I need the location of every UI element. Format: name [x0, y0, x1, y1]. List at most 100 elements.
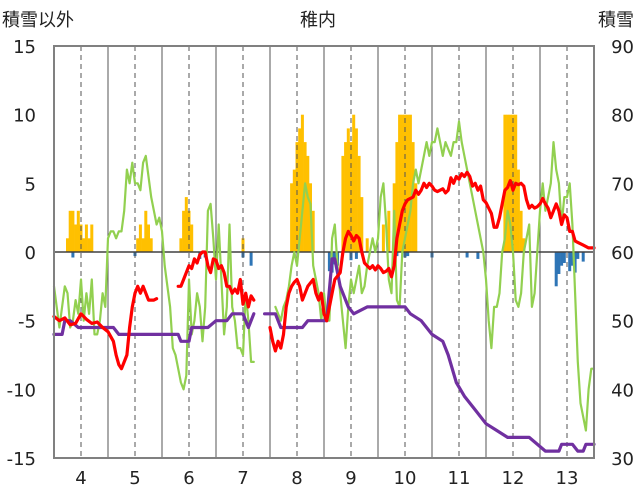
snow-depth-line	[263, 257, 596, 453]
x-tick-label: 12	[502, 468, 525, 489]
x-tick-label: 8	[291, 468, 302, 489]
snowfall-bar	[87, 238, 91, 252]
snowfall-bar	[357, 155, 361, 252]
snowfall-bar	[190, 224, 194, 252]
snowfall-bar	[90, 224, 94, 252]
snowfall-bar	[292, 169, 296, 252]
snowfall-bar	[354, 128, 358, 252]
left-tick-label: 5	[25, 174, 36, 195]
snowfall-bar	[144, 210, 148, 252]
left-tick-label: -5	[18, 312, 36, 333]
x-tick-label: 4	[75, 468, 86, 489]
snowfall-bar	[138, 224, 142, 252]
precip-bar	[557, 252, 561, 274]
right-tick-label: 40	[611, 380, 634, 401]
temperature-line	[268, 170, 596, 353]
left-tick-label: 15	[13, 37, 36, 58]
snowfall-bar	[365, 238, 369, 252]
temperature-line	[176, 250, 256, 309]
snowfall-bar	[71, 210, 75, 252]
left-axis-tick-labels: 15 10 5 0 -5 -10 -15	[7, 37, 36, 470]
right-tick-label: 60	[611, 243, 634, 264]
precip-bar	[327, 252, 331, 272]
precip-bar	[249, 252, 253, 266]
snowfall-bar	[84, 224, 88, 252]
right-axis-tick-labels: 90 80 70 60 50 40 30	[611, 37, 634, 470]
precip-bar	[71, 252, 75, 258]
snow-depth-line	[52, 312, 256, 343]
precip-bar	[570, 252, 574, 266]
humidity-line	[274, 120, 596, 432]
snowfall-bar	[414, 183, 418, 252]
snowfall-bar	[406, 114, 410, 252]
chart-title: 稚内	[300, 10, 336, 31]
x-tick-label: 9	[345, 468, 356, 489]
left-tick-label: 10	[13, 106, 36, 127]
snowfall-bar	[503, 114, 507, 252]
humidity-line	[52, 154, 255, 391]
x-tick-label: 10	[394, 468, 417, 489]
precip-bar	[576, 252, 580, 259]
snowfall-bar	[300, 114, 304, 252]
right-tick-label: 50	[611, 312, 634, 333]
precip-bar	[476, 252, 480, 259]
snowfall-bar	[295, 142, 299, 252]
right-axis-label: 積雪	[598, 10, 634, 31]
right-tick-label: 80	[611, 106, 634, 127]
snowfall-bar	[400, 114, 404, 252]
snowfall-bar	[381, 224, 385, 252]
snowfall-bar	[522, 238, 526, 252]
precip-bar	[406, 252, 410, 257]
snowfall-bar	[298, 128, 302, 252]
right-tick-label: 90	[611, 37, 634, 58]
precip-bar	[560, 252, 564, 266]
snowfall-bar	[141, 238, 145, 252]
left-tick-label: -10	[7, 380, 36, 401]
snowfall-bar	[516, 169, 520, 252]
snowfall-bar	[346, 128, 350, 252]
snowfall-bar	[344, 142, 348, 252]
snowfall-bar	[395, 142, 399, 252]
snowfall-bar	[303, 142, 307, 252]
snowfall-bar	[76, 210, 80, 252]
snowfall-bar	[398, 114, 402, 252]
snowfall-bar	[349, 142, 353, 252]
snowfall-bar	[519, 210, 523, 252]
precip-bar	[554, 252, 558, 287]
plot-area-frame	[53, 45, 595, 459]
right-tick-label: 70	[611, 174, 634, 195]
x-axis-tick-labels: 4 5 6 7 8 9 10 11 12 13	[75, 468, 578, 489]
temperature-line	[52, 284, 159, 371]
snowfall-bar	[387, 210, 391, 252]
left-tick-label: 0	[25, 243, 36, 264]
snowfall-bar	[311, 210, 315, 252]
snowfall-bar	[74, 224, 78, 252]
precip-bar	[581, 252, 585, 262]
snowfall-bar	[147, 224, 150, 252]
x-tick-label: 7	[237, 468, 248, 489]
bar-series-layer	[66, 114, 585, 287]
precip-bar	[465, 252, 469, 258]
x-tick-label: 11	[448, 468, 471, 489]
snowfall-bar	[306, 155, 310, 252]
snowfall-bar	[184, 197, 188, 252]
snowfall-bar	[68, 210, 72, 252]
snowfall-bar	[66, 238, 69, 252]
precip-bar	[573, 252, 577, 273]
right-tick-label: 30	[611, 449, 634, 470]
x-tick-label: 13	[556, 468, 579, 489]
x-tick-label: 5	[129, 468, 140, 489]
x-tick-label: 6	[183, 468, 194, 489]
snowfall-bar	[179, 238, 183, 252]
snowfall-bar	[187, 210, 191, 252]
left-tick-label: -15	[7, 449, 36, 470]
snowfall-bar	[341, 155, 345, 252]
snowfall-bar	[408, 114, 412, 252]
precip-bar	[562, 252, 566, 263]
left-axis-label: 積雪以外	[2, 10, 74, 31]
precip-bar	[568, 252, 572, 272]
snowfall-bar	[290, 183, 294, 252]
line-series-layer	[52, 120, 596, 453]
precip-bar	[354, 252, 358, 259]
